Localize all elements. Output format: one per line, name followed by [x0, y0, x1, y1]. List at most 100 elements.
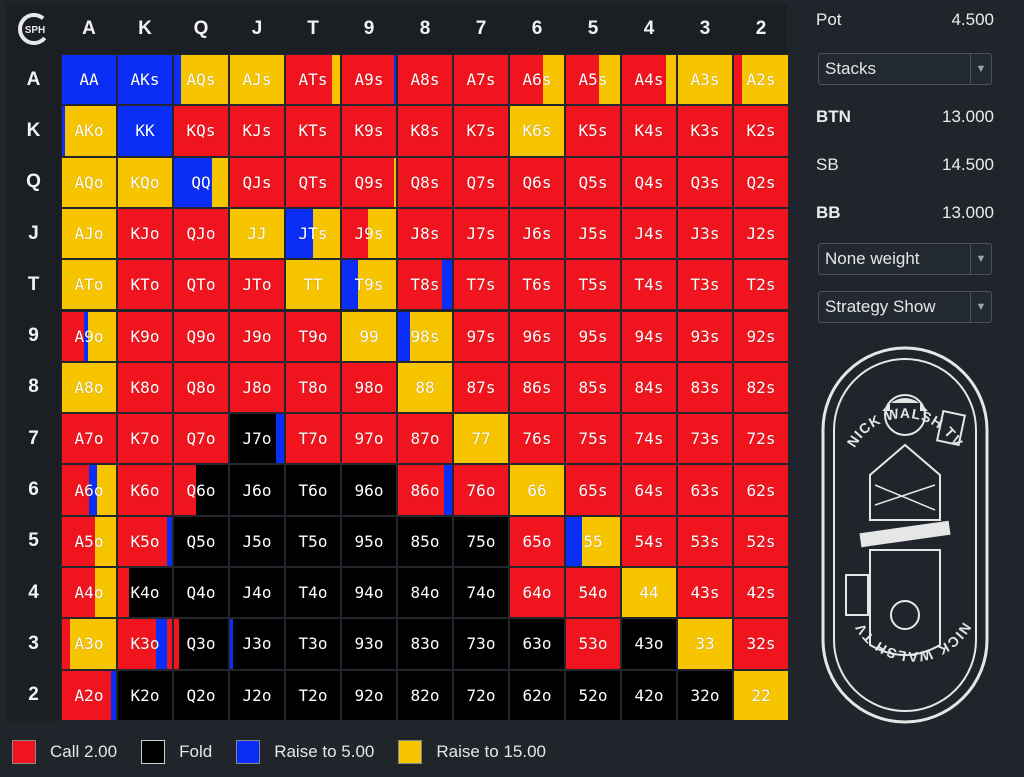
hand-cell-K6o[interactable]: K6o — [117, 464, 173, 515]
hand-cell-J4o[interactable]: J4o — [229, 567, 285, 618]
hand-cell-J5o[interactable]: J5o — [229, 516, 285, 567]
hand-cell-65s[interactable]: 65s — [565, 464, 621, 515]
hand-cell-Q5o[interactable]: Q5o — [173, 516, 229, 567]
hand-cell-J2s[interactable]: J2s — [733, 208, 789, 259]
hand-cell-A7o[interactable]: A7o — [61, 413, 117, 464]
hand-cell-Q6o[interactable]: Q6o — [173, 464, 229, 515]
hand-cell-75s[interactable]: 75s — [565, 413, 621, 464]
hand-cell-66[interactable]: 66 — [509, 464, 565, 515]
hand-cell-T4o[interactable]: T4o — [285, 567, 341, 618]
hand-cell-A4s[interactable]: A4s — [621, 54, 677, 105]
hand-cell-A4o[interactable]: A4o — [61, 567, 117, 618]
hand-cell-T5o[interactable]: T5o — [285, 516, 341, 567]
hand-cell-Q3o[interactable]: Q3o — [173, 618, 229, 669]
hand-cell-64s[interactable]: 64s — [621, 464, 677, 515]
hand-cell-K7s[interactable]: K7s — [453, 105, 509, 156]
hand-cell-KQo[interactable]: KQo — [117, 157, 173, 208]
hand-cell-83o[interactable]: 83o — [397, 618, 453, 669]
hand-cell-Q6s[interactable]: Q6s — [509, 157, 565, 208]
hand-cell-Q2o[interactable]: Q2o — [173, 670, 229, 721]
hand-cell-T3s[interactable]: T3s — [677, 259, 733, 310]
hand-cell-QTo[interactable]: QTo — [173, 259, 229, 310]
hand-cell-86o[interactable]: 86o — [397, 464, 453, 515]
hand-cell-Q5s[interactable]: Q5s — [565, 157, 621, 208]
hand-cell-J3o[interactable]: J3o — [229, 618, 285, 669]
hand-cell-Q8s[interactable]: Q8s — [397, 157, 453, 208]
hand-cell-K4s[interactable]: K4s — [621, 105, 677, 156]
hand-cell-A2o[interactable]: A2o — [61, 670, 117, 721]
hand-cell-94o[interactable]: 94o — [341, 567, 397, 618]
hand-cell-T5s[interactable]: T5s — [565, 259, 621, 310]
hand-cell-T8s[interactable]: T8s — [397, 259, 453, 310]
hand-cell-T3o[interactable]: T3o — [285, 618, 341, 669]
hand-cell-54o[interactable]: 54o — [565, 567, 621, 618]
hand-cell-62o[interactable]: 62o — [509, 670, 565, 721]
hand-cell-85o[interactable]: 85o — [397, 516, 453, 567]
hand-cell-82s[interactable]: 82s — [733, 362, 789, 413]
hand-cell-93o[interactable]: 93o — [341, 618, 397, 669]
hand-cell-44[interactable]: 44 — [621, 567, 677, 618]
hand-cell-KTs[interactable]: KTs — [285, 105, 341, 156]
hand-cell-87s[interactable]: 87s — [453, 362, 509, 413]
hand-cell-JTo[interactable]: JTo — [229, 259, 285, 310]
hand-cell-AKo[interactable]: AKo — [61, 105, 117, 156]
hand-cell-QJs[interactable]: QJs — [229, 157, 285, 208]
hand-cell-T2s[interactable]: T2s — [733, 259, 789, 310]
hand-cell-K8o[interactable]: K8o — [117, 362, 173, 413]
hand-cell-76o[interactable]: 76o — [453, 464, 509, 515]
hand-cell-65o[interactable]: 65o — [509, 516, 565, 567]
hand-cell-97s[interactable]: 97s — [453, 311, 509, 362]
hand-cell-T9o[interactable]: T9o — [285, 311, 341, 362]
hand-cell-J7o[interactable]: J7o — [229, 413, 285, 464]
hand-cell-T6o[interactable]: T6o — [285, 464, 341, 515]
hand-cell-K5o[interactable]: K5o — [117, 516, 173, 567]
hand-cell-J8o[interactable]: J8o — [229, 362, 285, 413]
hand-cell-JJ[interactable]: JJ — [229, 208, 285, 259]
hand-cell-52o[interactable]: 52o — [565, 670, 621, 721]
hand-cell-A7s[interactable]: A7s — [453, 54, 509, 105]
hand-cell-86s[interactable]: 86s — [509, 362, 565, 413]
hand-cell-98s[interactable]: 98s — [397, 311, 453, 362]
hand-cell-A3o[interactable]: A3o — [61, 618, 117, 669]
hand-cell-J9s[interactable]: J9s — [341, 208, 397, 259]
hand-cell-T7o[interactable]: T7o — [285, 413, 341, 464]
hand-cell-J8s[interactable]: J8s — [397, 208, 453, 259]
hand-cell-K5s[interactable]: K5s — [565, 105, 621, 156]
hand-cell-J4s[interactable]: J4s — [621, 208, 677, 259]
hand-cell-Q7o[interactable]: Q7o — [173, 413, 229, 464]
hand-cell-95s[interactable]: 95s — [565, 311, 621, 362]
hand-cell-AQo[interactable]: AQo — [61, 157, 117, 208]
hand-cell-75o[interactable]: 75o — [453, 516, 509, 567]
hand-cell-J7s[interactable]: J7s — [453, 208, 509, 259]
hand-cell-94s[interactable]: 94s — [621, 311, 677, 362]
hand-cell-K7o[interactable]: K7o — [117, 413, 173, 464]
hand-cell-87o[interactable]: 87o — [397, 413, 453, 464]
hand-cell-63o[interactable]: 63o — [509, 618, 565, 669]
hand-cell-KJo[interactable]: KJo — [117, 208, 173, 259]
hand-cell-K6s[interactable]: K6s — [509, 105, 565, 156]
hand-cell-72o[interactable]: 72o — [453, 670, 509, 721]
hand-cell-T9s[interactable]: T9s — [341, 259, 397, 310]
hand-cell-52s[interactable]: 52s — [733, 516, 789, 567]
stacks-dropdown[interactable]: Stacks ▼ — [818, 53, 992, 85]
hand-cell-K9s[interactable]: K9s — [341, 105, 397, 156]
hand-cell-92s[interactable]: 92s — [733, 311, 789, 362]
strategy-dropdown[interactable]: Strategy Show ▼ — [818, 291, 992, 323]
hand-cell-93s[interactable]: 93s — [677, 311, 733, 362]
hand-cell-AJo[interactable]: AJo — [61, 208, 117, 259]
hand-cell-76s[interactable]: 76s — [509, 413, 565, 464]
hand-cell-QQ[interactable]: QQ — [173, 157, 229, 208]
hand-cell-63s[interactable]: 63s — [677, 464, 733, 515]
hand-cell-72s[interactable]: 72s — [733, 413, 789, 464]
hand-cell-54s[interactable]: 54s — [621, 516, 677, 567]
hand-cell-96s[interactable]: 96s — [509, 311, 565, 362]
hand-cell-T8o[interactable]: T8o — [285, 362, 341, 413]
weight-dropdown[interactable]: None weight ▼ — [818, 243, 992, 275]
hand-cell-KK[interactable]: KK — [117, 105, 173, 156]
hand-cell-A6o[interactable]: A6o — [61, 464, 117, 515]
hand-cell-AQs[interactable]: AQs — [173, 54, 229, 105]
hand-cell-Q7s[interactable]: Q7s — [453, 157, 509, 208]
hand-cell-J6o[interactable]: J6o — [229, 464, 285, 515]
hand-cell-55[interactable]: 55 — [565, 516, 621, 567]
hand-cell-A3s[interactable]: A3s — [677, 54, 733, 105]
